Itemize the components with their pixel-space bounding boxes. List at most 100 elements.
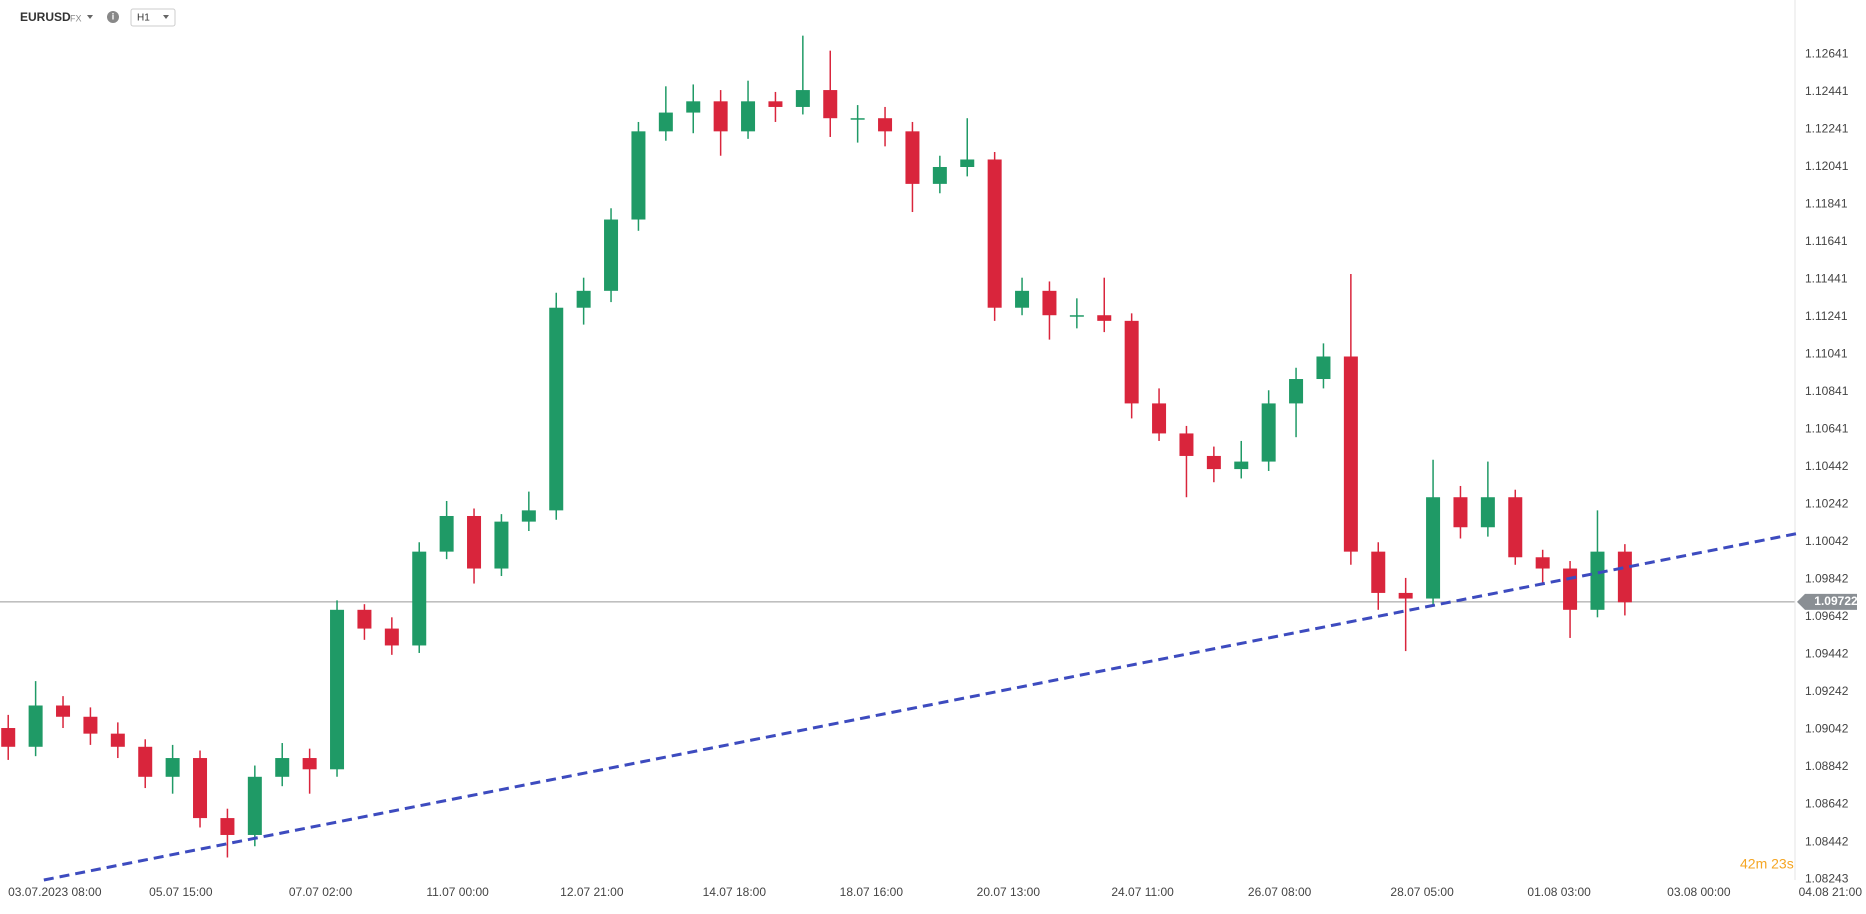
candle-body [439,515,454,552]
interval-select[interactable] [130,8,176,27]
candle-body [549,307,564,511]
candle-body [1371,551,1386,593]
candle-body [741,101,756,132]
symbol[interactable]: EURUSD [20,10,71,24]
candle-body [110,733,125,747]
candle-body [686,101,701,113]
y-tick-label: 1.09642 [1805,609,1849,623]
candle-body [330,609,345,770]
y-tick-label: 1.11041 [1805,347,1848,361]
candle-body [1234,461,1249,470]
candle-body [1289,379,1304,404]
y-tick-label: 1.10641 [1805,422,1849,436]
candle-body [1453,497,1468,528]
y-tick-label: 1.12441 [1805,84,1849,98]
candle-body [932,166,947,184]
y-tick-label: 1.09242 [1805,684,1849,698]
info-icon[interactable] [107,11,119,23]
y-tick-label: 1.09042 [1805,722,1849,736]
y-tick-label: 1.10442 [1805,459,1849,473]
candle-body [275,758,290,777]
candle-body [987,159,1002,308]
x-tick-label: 18.07 16:00 [840,885,904,899]
candle-body [412,551,427,646]
candle-body [357,609,372,629]
x-tick-label: 01.08 03:00 [1527,885,1591,899]
y-tick-label: 1.09442 [1805,647,1849,661]
symbol-dropdown[interactable] [87,15,93,19]
x-tick-label: 03.08 00:00 [1667,885,1731,899]
y-tick-label: 1.10042 [1805,534,1849,548]
candle-body [1617,551,1632,603]
info-glyph: i [112,11,115,21]
candle-body [1015,290,1030,308]
candle-body [1,728,16,747]
candle-body [905,131,920,184]
y-tick-label: 1.12041 [1805,159,1849,173]
plot-area [0,35,1795,858]
candle-body [1343,356,1358,552]
y-tick-label: 1.11241 [1805,309,1848,323]
x-tick-label: 12.07 21:00 [560,885,624,899]
candle-body [1590,551,1605,610]
candle-body [768,101,783,107]
interval: H1 [137,13,150,24]
candle-body [193,758,208,819]
candle-body [28,705,43,747]
x-tick-label: 03.07.2023 08:00 [8,885,102,899]
y-tick-label: 1.10841 [1805,384,1849,398]
candle-body [467,515,482,569]
candle-body [658,112,673,132]
y-tick-label: 1.11441 [1805,272,1848,286]
trend-line [43,531,1801,882]
candle-body [220,818,235,835]
y-tick-label: 1.11641 [1805,234,1848,248]
y-tick-label: 1.08642 [1805,797,1849,811]
candle-body [713,101,728,132]
candle-body [494,521,509,569]
candle-body [247,776,262,835]
y-tick-label: 1.09842 [1805,572,1849,586]
candle-body [1042,290,1057,316]
countdown: 42m 23s [1740,856,1794,872]
last-price-label: 1.09722 [1814,594,1858,608]
candle-body [1398,592,1413,599]
candle-body [302,758,317,770]
interval-dropdown [163,15,169,19]
candle-body [823,90,838,119]
candle-body [165,758,180,777]
x-tick-label: 05.07 15:00 [149,885,213,899]
candle-body [878,118,893,132]
candle-body [1069,315,1084,317]
candle-body [1316,356,1331,380]
candle-body [1563,568,1578,610]
x-tick-label: 20.07 13:00 [977,885,1041,899]
candle-body [604,219,619,291]
candle-body [521,510,536,522]
candle-body [1206,455,1221,470]
candle-body [1480,497,1495,528]
candle-body [1261,403,1276,462]
y-tick-label: 1.08842 [1805,759,1849,773]
candle-body [138,746,153,777]
candle-body [83,716,98,734]
candle-body [56,705,71,717]
candle-body [1097,315,1112,321]
y-tick-label: 1.12241 [1805,121,1849,135]
y-tick-label: 1.12641 [1805,46,1849,60]
x-tick-label: 24.07 11:00 [1111,885,1174,899]
candle-body [1426,497,1441,599]
candle-body [384,628,399,646]
x-tick-label: 07.07 02:00 [289,885,353,899]
market: FX [70,13,82,23]
x-tick-label: 26.07 08:00 [1248,885,1312,899]
candle-body [1508,497,1523,558]
x-tick-label: 14.07 18:00 [703,885,767,899]
candle-body [795,90,810,107]
candle-body [850,118,865,120]
last-price-tag [1797,593,1857,610]
y-tick-label: 1.10242 [1805,497,1849,511]
x-tick-label: 11.07 00:00 [426,885,489,899]
